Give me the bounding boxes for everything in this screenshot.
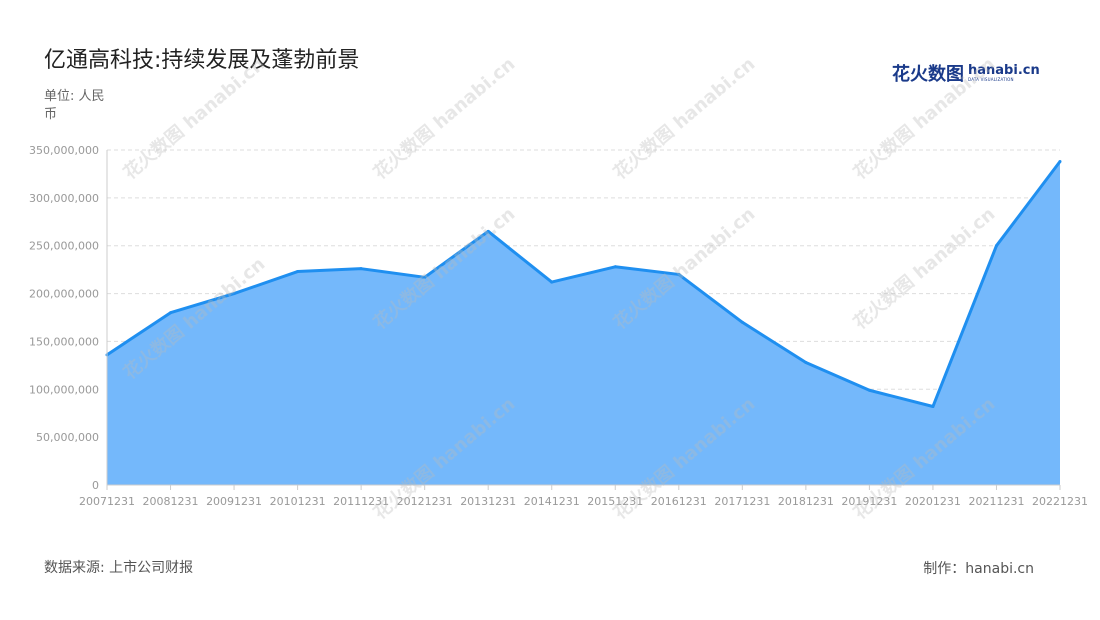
x-tick-label: 20191231 <box>841 495 897 508</box>
data-point <box>296 270 300 274</box>
logo-en-text: hanabi.cn <box>968 63 1040 78</box>
y-tick-label: 100,000,000 <box>29 383 99 396</box>
y-tick-label: 300,000,000 <box>29 192 99 205</box>
brand-logo: 花火数图 hanabi.cn DATA VISUALIZATION <box>892 60 1040 86</box>
y-tick-label: 0 <box>92 479 99 492</box>
y-tick-label: 200,000,000 <box>29 288 99 301</box>
logo-sub-text: DATA VISUALIZATION <box>968 77 1014 82</box>
x-tick-label: 20091231 <box>206 495 262 508</box>
data-point <box>613 265 617 269</box>
logo-cn-text: 花火数图 <box>892 64 964 85</box>
x-tick-label: 20111231 <box>333 495 389 508</box>
chart-title: 亿通高科技:持续发展及蓬勃前景 <box>44 48 360 73</box>
data-point <box>423 275 427 279</box>
y-tick-label: 350,000,000 <box>29 144 99 157</box>
x-tick-label: 20141231 <box>524 495 580 508</box>
data-point <box>994 244 998 248</box>
x-tick-label: 20161231 <box>651 495 707 508</box>
x-tick-label: 20171231 <box>714 495 770 508</box>
data-point <box>232 292 236 296</box>
data-point <box>677 272 681 276</box>
data-point <box>169 311 173 315</box>
x-tick-label: 20081231 <box>143 495 199 508</box>
watermark: 花火数图 hanabi.cn <box>849 53 999 184</box>
series-line <box>106 160 1062 409</box>
y-tick-label: 150,000,000 <box>29 335 99 348</box>
maker-credit: 制作：hanabi.cn <box>923 561 1034 577</box>
area-fill <box>107 161 1060 485</box>
data-source: 数据来源: 上市公司财报 <box>44 560 194 576</box>
y-tick-label: 250,000,000 <box>29 240 99 253</box>
data-point <box>931 405 935 409</box>
x-tick-label: 20211231 <box>968 495 1024 508</box>
watermark: 花火数图 hanabi.cn <box>119 53 269 184</box>
unit-label: 单位: 人民币 <box>44 89 105 122</box>
x-tick-label: 20101231 <box>270 495 326 508</box>
y-tick-label: 50,000,000 <box>36 431 99 444</box>
x-tick-label: 20181231 <box>778 495 834 508</box>
data-point <box>550 280 554 284</box>
data-point <box>867 388 871 392</box>
x-tick-label: 20131231 <box>460 495 516 508</box>
data-point <box>359 267 363 271</box>
data-point <box>804 360 808 364</box>
data-point <box>1058 159 1062 163</box>
x-tick-label: 20121231 <box>397 495 453 508</box>
watermark: 花火数图 hanabi.cn <box>609 53 759 184</box>
watermark: 花火数图 hanabi.cn <box>369 53 519 184</box>
x-tick-label: 20201231 <box>905 495 961 508</box>
x-tick-label: 20151231 <box>587 495 643 508</box>
x-tick-label: 20071231 <box>79 495 135 508</box>
x-tick-label: 20221231 <box>1032 495 1088 508</box>
data-point <box>740 320 744 324</box>
data-point <box>486 229 490 233</box>
